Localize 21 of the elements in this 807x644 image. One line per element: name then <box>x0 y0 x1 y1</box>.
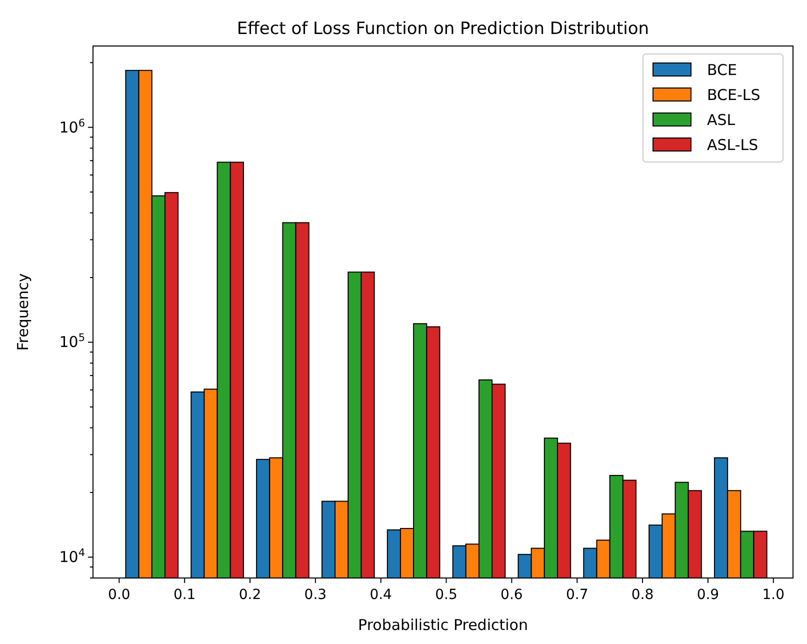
y-axis-title: Frequency <box>14 273 32 351</box>
y-tick-label: 10$^{5}$ <box>59 332 85 352</box>
legend-label: ASL <box>707 111 736 129</box>
legend-label: ASL-LS <box>707 136 758 154</box>
x-tick-label: 0.7 <box>566 587 588 603</box>
y-tick-label: 10$^{6}$ <box>59 117 86 136</box>
legend-label: BCE-LS <box>707 86 760 104</box>
x-tick-label: 0.2 <box>238 587 262 603</box>
legend-label: BCE <box>707 61 737 79</box>
x-tick-label: 0.8 <box>631 587 654 603</box>
x-tick-label: 0.6 <box>500 587 523 603</box>
x-tick-label: 0.0 <box>108 587 130 603</box>
x-axis-title: Probabilistic Prediction <box>358 616 528 634</box>
x-tick-label: 1.0 <box>762 587 785 603</box>
x-tick-label: 0.1 <box>173 587 196 603</box>
x-tick-label: 0.3 <box>304 587 327 603</box>
y-tick-label: 10$^{4}$ <box>59 547 86 566</box>
x-tick-label: 0.5 <box>435 587 458 603</box>
x-tick-label: 0.4 <box>370 587 392 603</box>
chart-title: Effect of Loss Function on Prediction Distribution <box>236 19 650 39</box>
x-tick-label: 0.9 <box>696 587 720 603</box>
